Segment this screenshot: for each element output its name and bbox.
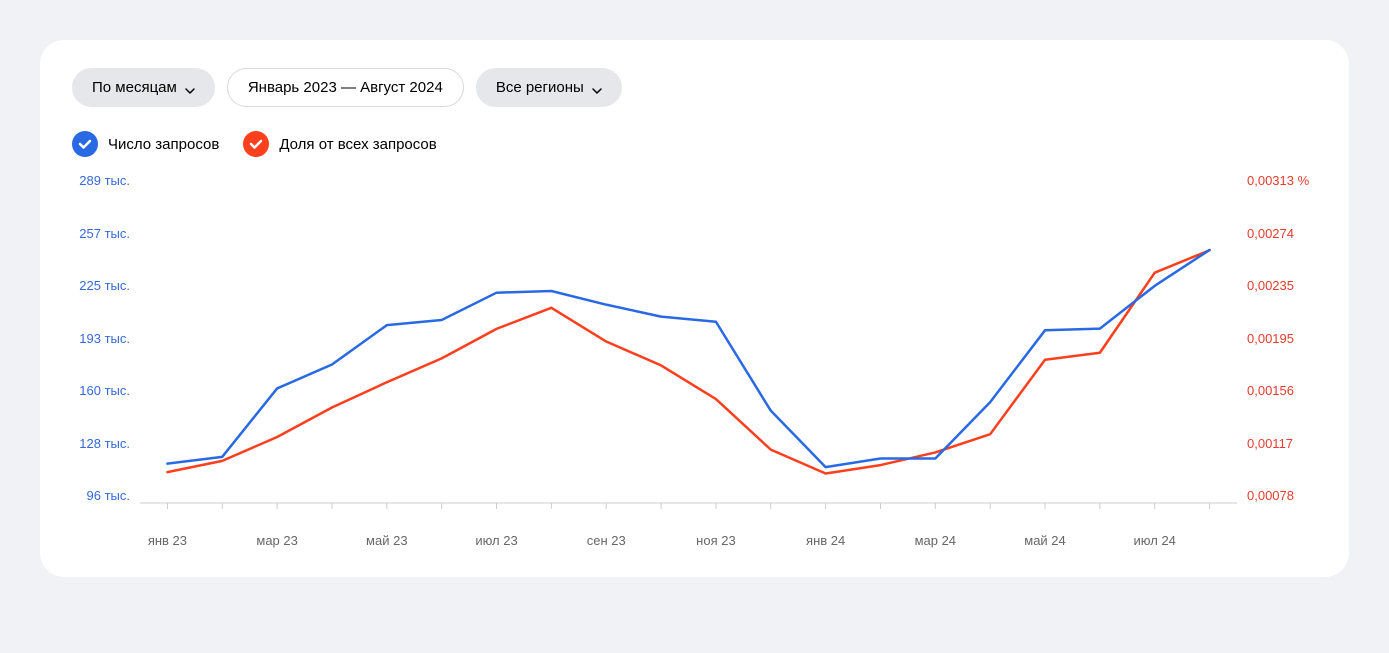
region-label: Все регионы [496,79,584,96]
plot-region [140,173,1237,503]
chart-card: По месяцам Январь 2023 — Август 2024 Все… [40,40,1349,577]
x-axis: янв 23 мар 23 май 23 июл 23 сен 23 ноя 23 янв … [140,533,1237,553]
x-tick-label: ноя 23 [696,533,736,548]
x-tick-label: янв 23 [148,533,187,548]
legend-label-share: Доля от всех запросов [279,136,436,153]
period-label: По месяцам [92,79,177,96]
y-axis-left: 289 тыс. 257 тыс. 225 тыс. 193 тыс. 160 тыс.… [72,173,130,503]
y-right-tick: 0,00117 [1247,436,1317,451]
legend-item-share[interactable]: Доля от всех запросов [243,131,436,157]
y-left-tick: 225 тыс. [72,278,130,293]
y-right-tick: 0,00195 [1247,331,1317,346]
y-left-tick: 289 тыс. [72,173,130,188]
x-tick-label: июл 23 [475,533,517,548]
date-range-label: Январь 2023 — Август 2024 [248,79,443,96]
y-left-tick: 96 тыс. [72,488,130,503]
x-tick-label: июл 24 [1134,533,1176,548]
y-right-tick: 0,00274 [1247,226,1317,241]
y-right-tick: 0,00313 % [1247,173,1317,188]
y-left-tick: 128 тыс. [72,436,130,451]
y-right-tick: 0,00078 [1247,488,1317,503]
legend-label-requests: Число запросов [108,136,219,153]
legend-swatch-share [243,131,269,157]
x-tick-label: май 24 [1024,533,1066,548]
controls-row: По месяцам Январь 2023 — Август 2024 Все… [72,68,1317,107]
date-range-selector[interactable]: Январь 2023 — Август 2024 [227,68,464,107]
y-right-tick: 0,00235 [1247,278,1317,293]
legend-item-requests[interactable]: Число запросов [72,131,219,157]
y-left-tick: 257 тыс. [72,226,130,241]
region-selector[interactable]: Все регионы [476,68,622,107]
y-right-tick: 0,00156 [1247,383,1317,398]
x-tick-label: янв 24 [806,533,845,548]
x-tick-label: май 23 [366,533,408,548]
y-left-tick: 193 тыс. [72,331,130,346]
chevron-down-icon [592,83,602,93]
y-left-tick: 160 тыс. [72,383,130,398]
x-tick-label: мар 23 [256,533,297,548]
chart-area: 289 тыс. 257 тыс. 225 тыс. 193 тыс. 160 тыс.… [72,173,1317,553]
chevron-down-icon [185,83,195,93]
x-tick-label: мар 24 [915,533,956,548]
plot-svg [140,173,1237,503]
y-axis-right: 0,00313 % 0,00274 0,00235 0,00195 0,00156 0,0… [1247,173,1317,503]
period-selector[interactable]: По месяцам [72,68,215,107]
legend: Число запросов Доля от всех запросов [72,131,1317,157]
x-tick-label: сен 23 [587,533,626,548]
legend-swatch-requests [72,131,98,157]
